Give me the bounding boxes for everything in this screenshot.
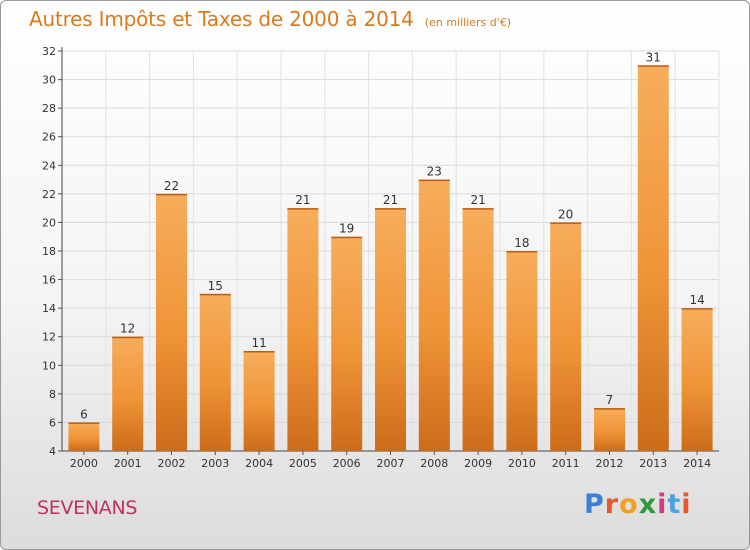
bar-top-edge <box>112 336 144 339</box>
bar-2001 <box>112 336 144 451</box>
bar-2005 <box>287 208 319 451</box>
bar-2006 <box>331 236 363 451</box>
bar-2009 <box>462 208 494 451</box>
chart-title-area: Autres Impôts et Taxes de 2000 à 2014 (e… <box>29 7 511 31</box>
bar-top-edge <box>331 236 363 239</box>
data-label: 6 <box>80 407 88 421</box>
bar-top-edge <box>199 293 231 296</box>
x-tick-label: 2006 <box>333 457 361 470</box>
y-tick-label: 8 <box>49 388 56 401</box>
bar-top-edge <box>550 222 582 224</box>
x-tick-label: 2008 <box>420 457 448 470</box>
y-tick-label: 22 <box>42 188 56 201</box>
x-tick-label: 2005 <box>289 457 317 470</box>
bar-2011 <box>550 222 582 451</box>
y-tick-label: 16 <box>42 274 56 287</box>
y-tick-label: 14 <box>42 302 56 315</box>
y-tick-label: 20 <box>42 216 56 229</box>
bar-top-edge <box>287 208 319 210</box>
x-tick-label: 2000 <box>70 457 98 470</box>
data-label: 14 <box>689 293 704 307</box>
data-label: 21 <box>383 193 398 207</box>
bar-2008 <box>418 179 450 452</box>
data-label: 7 <box>606 393 614 407</box>
bar-top-edge <box>418 179 450 182</box>
x-tick-label: 2012 <box>596 457 624 470</box>
data-label: 15 <box>208 279 223 293</box>
y-tick-label: 12 <box>42 331 56 344</box>
bar-top-edge <box>637 65 669 67</box>
x-tick-label: 2004 <box>245 457 273 470</box>
x-tick-label: 2013 <box>639 457 667 470</box>
axes: 4 6 8 10 12 14 16 18 20 22 24 26 28 30 32 2000 2001 2002 2… <box>42 45 719 470</box>
bar-2014 <box>681 308 713 451</box>
data-label: 23 <box>427 165 442 179</box>
commune-name: SEVENANS <box>37 497 138 519</box>
bar-2007 <box>375 208 406 451</box>
y-tick-label: 6 <box>49 416 56 429</box>
bar-2002 <box>156 193 187 451</box>
data-label: 22 <box>164 179 179 193</box>
x-tick-label: 2009 <box>464 457 492 470</box>
data-label: 19 <box>339 222 354 236</box>
chart-title: Autres Impôts et Taxes de 2000 à 2014 <box>29 7 414 31</box>
x-tick-label: 2001 <box>114 457 142 470</box>
bar-2004 <box>243 351 275 451</box>
bars <box>68 65 713 452</box>
bar-top-edge <box>375 208 406 210</box>
y-tick-label: 32 <box>42 45 56 58</box>
bar-top-edge <box>506 251 538 253</box>
y-tick-label: 10 <box>42 359 56 372</box>
bar-2000 <box>68 422 100 451</box>
x-tick-label: 2007 <box>377 457 405 470</box>
y-tick-label: 30 <box>42 74 56 87</box>
x-tick-label: 2002 <box>158 457 186 470</box>
bar-2010 <box>506 251 538 451</box>
y-tick-label: 28 <box>42 102 56 115</box>
x-tick-label: 2014 <box>683 457 711 470</box>
data-label: 31 <box>646 50 661 64</box>
bar-2012 <box>594 408 625 451</box>
bar-top-edge <box>462 208 494 210</box>
bar-2013 <box>637 65 669 452</box>
data-label: 11 <box>251 336 266 350</box>
data-label: 18 <box>514 236 529 250</box>
y-tick-label: 4 <box>49 445 56 458</box>
data-label: 20 <box>558 207 573 221</box>
data-label: 12 <box>120 322 135 336</box>
y-tick-label: 18 <box>42 245 56 258</box>
y-tick-label: 24 <box>42 159 56 172</box>
x-tick-label: 2003 <box>201 457 229 470</box>
proxiti-logo: Proxiti <box>584 489 692 520</box>
bar-top-edge <box>681 308 713 310</box>
bar-top-edge <box>594 408 625 410</box>
x-tick-label: 2011 <box>552 457 580 470</box>
data-label: 21 <box>295 193 310 207</box>
y-tick-label: 26 <box>42 131 56 144</box>
bar-top-edge <box>156 193 187 196</box>
bar-2003 <box>199 293 231 451</box>
chart-unit-note: (en milliers d'€) <box>424 16 512 29</box>
bar-top-edge <box>68 422 100 424</box>
x-tick-label: 2010 <box>508 457 536 470</box>
data-label: 21 <box>470 193 485 207</box>
bar-top-edge <box>243 351 275 353</box>
data-labels: 6 12 22 15 11 21 19 21 23 21 18 20 7 31 14 <box>80 50 705 421</box>
